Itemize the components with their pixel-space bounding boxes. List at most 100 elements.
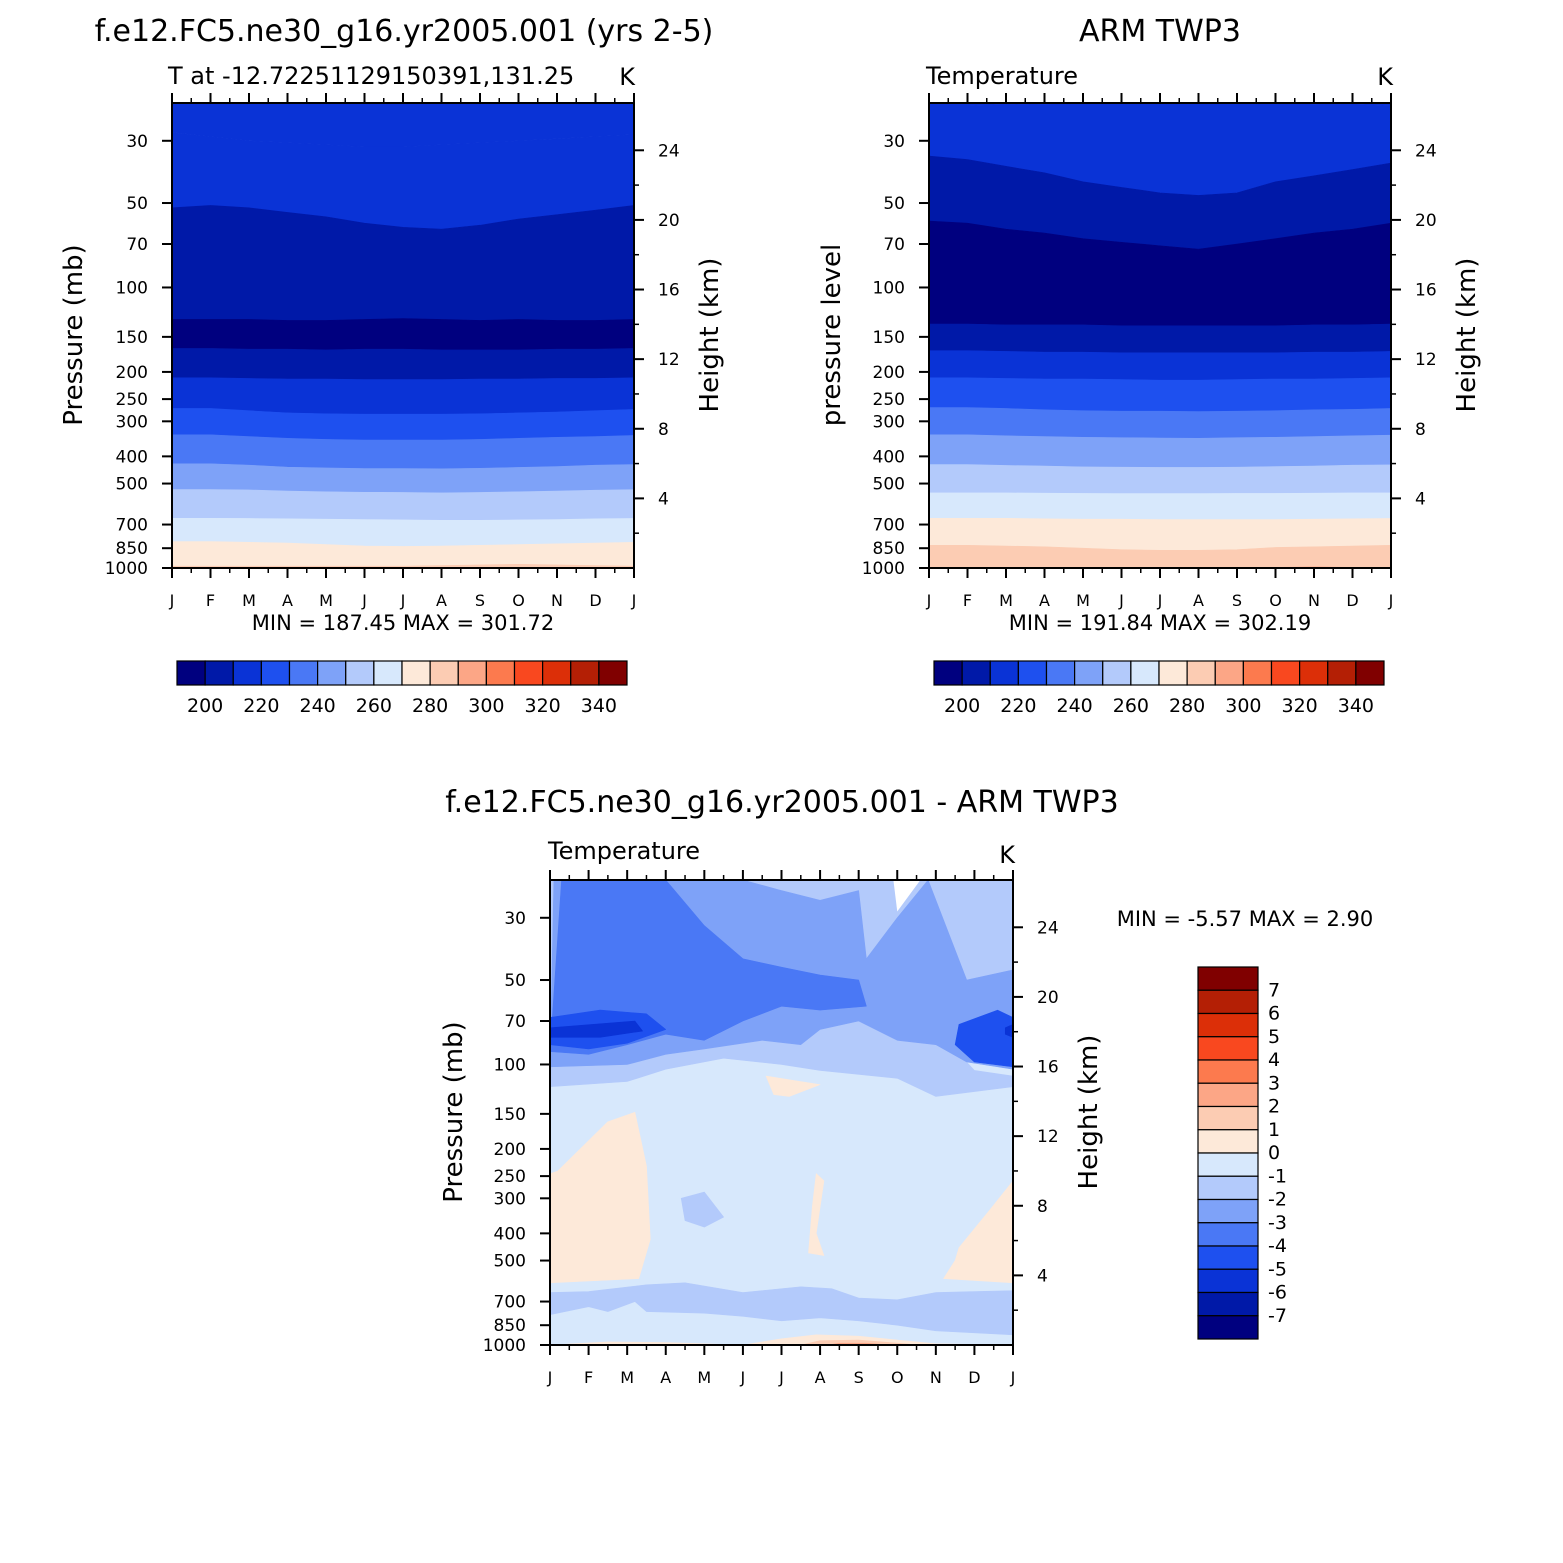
contour-band xyxy=(172,434,634,470)
contour-region xyxy=(550,1334,1013,1345)
y-axis-right-label: Height (km) xyxy=(1074,1035,1104,1190)
y-right-tick-label: 4 xyxy=(658,489,669,509)
y-tick-label: 30 xyxy=(126,132,148,152)
colorbar-swatch xyxy=(1355,660,1385,686)
y-tick-label: 1000 xyxy=(483,1336,526,1356)
y-tick-label: 150 xyxy=(873,328,905,348)
y-tick-label: 250 xyxy=(116,390,148,410)
y-tick-label: 100 xyxy=(873,278,905,298)
colorbar-label: 260 xyxy=(1113,695,1149,717)
contour-band xyxy=(172,489,634,521)
colorbar-swatch xyxy=(1197,1291,1259,1317)
colorbar-swatch xyxy=(429,660,459,686)
y-tick-label: 850 xyxy=(873,539,905,559)
contour-region xyxy=(954,1009,1013,1068)
contour-region xyxy=(943,1180,1013,1284)
min-max-label: MIN = 191.84 MAX = 302.19 xyxy=(1009,611,1311,635)
y-tick-label: 50 xyxy=(883,194,905,214)
y-tick-label: 200 xyxy=(873,363,905,383)
x-tick-label: M xyxy=(1076,591,1090,610)
colorbar-label: -2 xyxy=(1268,1189,1287,1211)
y-tick-label: 400 xyxy=(116,447,148,467)
colorbar-label: 0 xyxy=(1268,1142,1280,1164)
colorbar-label: 7 xyxy=(1268,979,1280,1001)
y-tick-label: 700 xyxy=(873,516,905,536)
x-tick-label: J xyxy=(631,591,637,610)
colorbar-label: 340 xyxy=(1338,695,1374,717)
y-tick-label: 500 xyxy=(873,475,905,495)
y-right-tick-label: 24 xyxy=(658,141,680,161)
panel-subtitle-left: Temperature xyxy=(547,837,700,865)
y-tick-label: 70 xyxy=(883,235,905,255)
y-axis-label: pressure level xyxy=(817,244,847,426)
x-tick-label: F xyxy=(206,591,215,610)
y-tick-label: 200 xyxy=(116,363,148,383)
colorbar-label: 320 xyxy=(524,695,560,717)
y-axis-label: Pressure (mb) xyxy=(439,1021,469,1202)
contour-fills xyxy=(172,103,634,568)
y-right-tick-label: 24 xyxy=(1037,918,1059,938)
x-tick-label: J xyxy=(169,591,175,610)
panel-title: ARM TWP3 xyxy=(1079,14,1241,49)
colorbar-label: -5 xyxy=(1268,1258,1287,1280)
colorbar-swatch xyxy=(1130,660,1160,686)
contour-band xyxy=(929,407,1391,439)
colorbar-swatch xyxy=(1197,1198,1259,1224)
colorbar-swatch xyxy=(1017,660,1048,686)
colorbar-label: 300 xyxy=(1225,695,1261,717)
panel-model: f.e12.FC5.ne30_g16.yr2005.001 (yrs 2-5) … xyxy=(59,14,725,717)
colorbar-swatch xyxy=(1197,1222,1259,1247)
y-tick-label: 850 xyxy=(494,1316,526,1336)
colorbar-label: 300 xyxy=(468,695,504,717)
y-tick-label: 200 xyxy=(494,1140,526,1160)
x-tick-label: D xyxy=(968,1368,980,1387)
contour-band xyxy=(929,350,1391,381)
colorbar-label: 340 xyxy=(581,695,617,717)
y-tick-label: 50 xyxy=(126,194,148,214)
colorbar-swatch xyxy=(232,660,262,686)
y-right-tick-label: 12 xyxy=(658,350,680,370)
y-right-tick-label: 12 xyxy=(1037,1127,1059,1147)
colorbar-swatch xyxy=(288,660,319,686)
x-tick-label: M xyxy=(697,1368,711,1387)
contour-band xyxy=(929,377,1391,412)
y-axis-right-label: Height (km) xyxy=(1452,258,1482,413)
x-tick-label: O xyxy=(512,591,525,610)
y-tick-label: 100 xyxy=(494,1055,526,1075)
y-right-tick-label: 4 xyxy=(1415,489,1426,509)
colorbar-swatch xyxy=(1197,1175,1259,1201)
x-tick-label: M xyxy=(620,1368,634,1387)
colorbar-label: 200 xyxy=(944,695,980,717)
contour-region xyxy=(680,1191,724,1228)
colorbar-swatch xyxy=(1197,1059,1259,1084)
contour-band xyxy=(929,464,1391,494)
x-tick-label: A xyxy=(282,591,293,610)
colorbar-label: 320 xyxy=(1281,695,1317,717)
colorbar-swatch xyxy=(1197,1082,1259,1108)
panel-units: K xyxy=(999,841,1016,869)
missing-region xyxy=(893,880,921,912)
contour-fills xyxy=(929,103,1391,568)
colorbar-label: 6 xyxy=(1268,1003,1280,1025)
y-right-tick-label: 20 xyxy=(1415,211,1437,231)
colorbar-swatch xyxy=(1197,1105,1259,1131)
colorbar-label: -4 xyxy=(1268,1235,1287,1257)
contour-region xyxy=(1004,1024,1013,1038)
y-tick-label: 400 xyxy=(873,447,905,467)
x-tick-label: F xyxy=(584,1368,593,1387)
x-tick-label: A xyxy=(1193,591,1204,610)
contour-band xyxy=(172,348,634,380)
colorbar-swatch xyxy=(1074,660,1104,686)
colorbar-label: 4 xyxy=(1268,1049,1280,1071)
colorbar-swatch xyxy=(1197,1036,1259,1061)
panel-title: f.e12.FC5.ne30_g16.yr2005.001 (yrs 2-5) xyxy=(95,14,714,49)
contour-region xyxy=(550,1111,651,1284)
colorbar-swatch xyxy=(317,660,347,686)
colorbar-swatch xyxy=(1197,966,1259,991)
x-tick-label: N xyxy=(930,1368,942,1387)
y-tick-label: 150 xyxy=(494,1105,526,1125)
colorbar-swatch xyxy=(1299,660,1329,686)
colorbar-swatch xyxy=(373,660,403,686)
panel-units: K xyxy=(619,63,636,91)
contour-band xyxy=(929,544,1391,568)
